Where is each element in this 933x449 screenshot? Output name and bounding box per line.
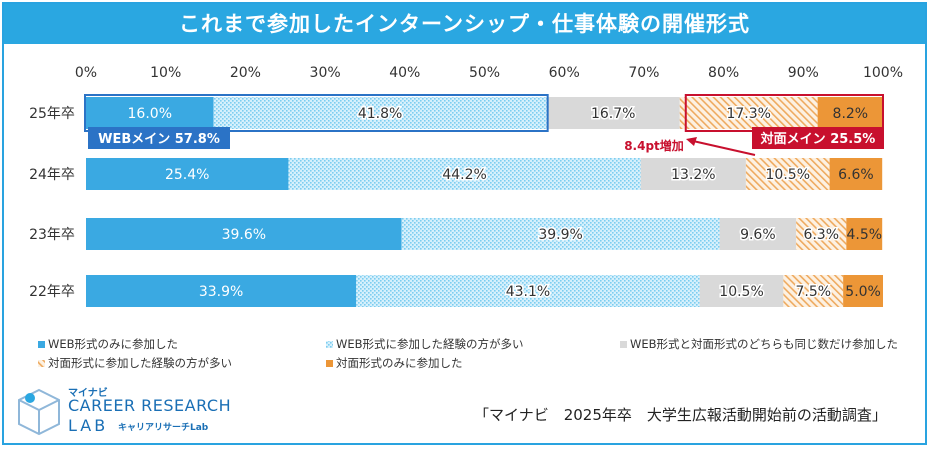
data-label: 44.2% [442,167,486,183]
logo-career-research: CAREER RESEARCH [68,396,232,415]
logo-subtitle: キャリアリサーチLab [118,423,209,433]
data-label: 39.6% [222,227,266,243]
data-label: 6.6% [838,167,874,183]
data-label: 6.3% [803,227,839,243]
data-label: 8.2% [833,106,869,122]
bar-segment [783,275,844,307]
face-main-label-box [752,127,884,149]
source-note: 「マイナビ 2025年卒 大学生広報活動開始前の活動調査」 [474,406,887,424]
data-label: 16.0% [128,106,172,122]
bar-segment [745,158,830,190]
bar-segment [288,158,641,190]
data-label: 25.4% [165,167,209,183]
x-tick-label: 40% [389,65,420,81]
data-label: 7.5% [795,284,831,300]
category-label: 24年卒 [29,167,75,183]
legend-label: WEB形式と対面形式のどちらも同じ数だけ参加した [630,337,898,351]
data-label: 4.5% [846,227,882,243]
bar-segment [829,158,883,190]
legend-swatch [38,341,45,348]
category-label: 23年卒 [29,227,75,243]
bar-segment [699,275,784,307]
category-label: 22年卒 [29,284,75,300]
data-label: 13.2% [671,167,715,183]
data-label: 39.9% [538,227,582,243]
logo-mynavi: マイナビ [68,388,108,399]
cube-logo-icon [18,388,60,436]
bar-segment [796,218,847,250]
bar-segment [86,158,289,190]
x-tick-label: 90% [788,65,819,81]
data-label: 9.6% [740,227,776,243]
web-main-label-box [88,127,230,149]
data-label: 5.0% [845,284,881,300]
x-tick-label: 80% [708,65,739,81]
legend-swatch [38,360,45,367]
bar-segment [843,275,883,307]
bar-segment [86,218,402,250]
x-tick-label: 10% [150,65,181,81]
data-label: 10.5% [766,167,810,183]
x-tick-label: 0% [75,65,97,81]
bar-segment [401,218,720,250]
x-tick-label: 100% [863,65,903,81]
legend-swatch [326,360,333,367]
legend-label: 対面形式のみに参加した [336,356,463,370]
logo: マイナビ CAREER RESEARCH LAB キャリアリサーチLab [14,384,231,439]
bar-segment [719,218,797,250]
face-main-label: 対面メイン 25.5% [760,131,876,147]
bar-segment [86,275,357,307]
web-main-outline [84,94,549,132]
bar-segment [846,218,883,250]
legend-swatch [326,341,333,348]
bar-segment [86,97,214,129]
bar-segment [356,275,700,307]
data-label: 16.7% [591,106,635,122]
web-main-label: WEBメイン 57.8% [98,132,220,147]
chart-title: これまで参加したインターンシップ・仕事体験の開催形式 [4,4,925,44]
x-tick-label: 30% [310,65,341,81]
logo-lab: LAB [68,416,109,435]
legend-label: WEB形式のみに参加した [48,337,178,351]
x-tick-label: 60% [549,65,580,81]
bar-segment [546,97,680,129]
bar-segment [213,97,547,129]
data-label: 10.5% [719,284,763,300]
increase-arrow-head-icon [686,137,697,146]
legend-swatch [620,341,627,348]
bar-segment [640,158,746,190]
bar-segment [679,97,818,129]
data-label: 33.9% [199,284,243,300]
increase-arrow-line [692,140,756,156]
legend-label: 対面形式に参加した経験の方が多い [48,356,232,370]
bar-segment [817,97,883,129]
data-label: 41.8% [358,106,402,122]
data-label: 43.1% [506,284,550,300]
x-tick-label: 70% [628,65,659,81]
category-label: 25年卒 [29,106,75,122]
data-label: 17.3% [726,106,770,122]
x-tick-label: 20% [230,65,261,81]
legend-label: WEB形式に参加した経験の方が多い [336,337,524,351]
increase-label: 8.4pt増加 [624,138,684,153]
x-tick-label: 50% [469,65,500,81]
